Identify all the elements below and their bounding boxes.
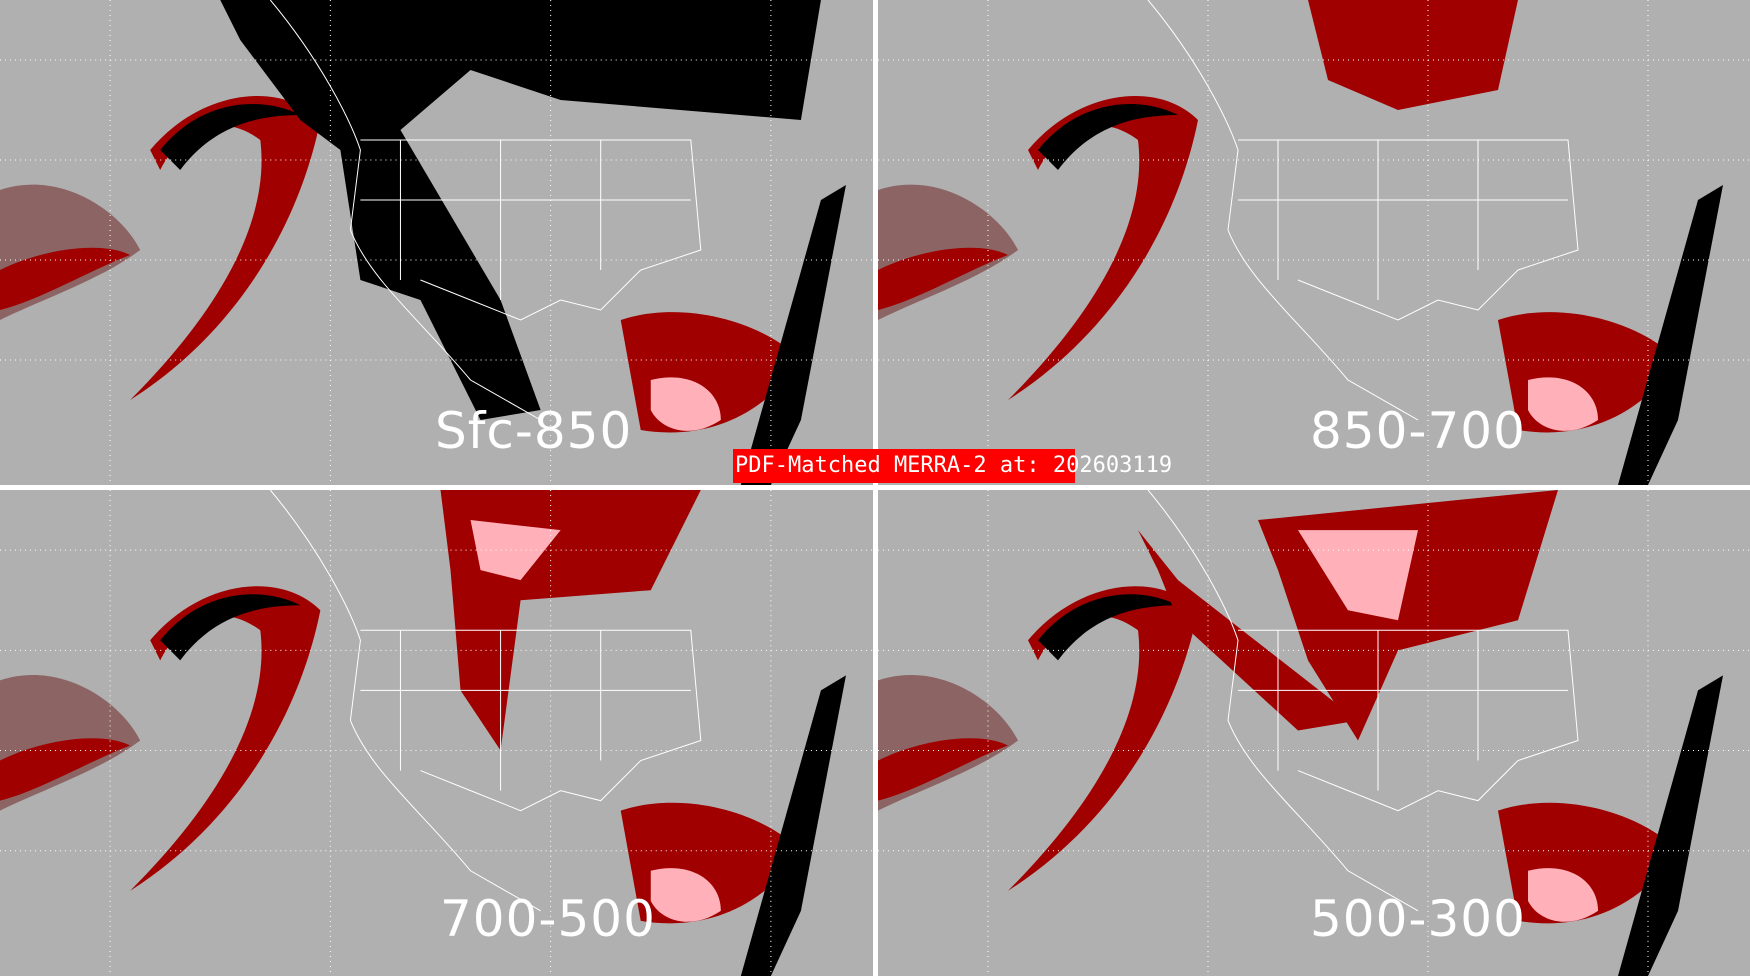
moisture-arc	[130, 96, 321, 400]
moisture-band-west-core	[0, 738, 131, 801]
moisture-north-core	[1298, 530, 1418, 621]
moisture-gulf-core	[1528, 377, 1598, 431]
moisture-gulf-core	[1528, 868, 1598, 922]
moisture-north	[1308, 0, 1518, 110]
moisture-plume	[1138, 530, 1358, 731]
panel-500-300	[878, 490, 1750, 976]
map-canvas	[0, 0, 873, 485]
arc-core	[1038, 594, 1178, 661]
figure-title: PDF-Matched MERRA-2 at: 202603119	[735, 453, 1173, 478]
coastline	[269, 490, 702, 912]
moisture-arc	[1008, 586, 1198, 891]
moisture-band-west-core	[878, 738, 1008, 801]
panel-label-850-700: 850-700	[1310, 402, 1526, 460]
moisture-arc	[1008, 96, 1198, 400]
map-canvas	[878, 0, 1750, 485]
swath-gap	[740, 185, 846, 485]
swath-gap	[1618, 675, 1723, 976]
arc-core	[160, 104, 301, 170]
missing-data-region	[220, 0, 821, 420]
swath-gap	[1618, 185, 1723, 485]
moisture-band-west-core	[0, 247, 131, 310]
swath-gap	[740, 675, 846, 976]
map-canvas	[878, 490, 1750, 976]
moisture-arc	[130, 586, 321, 891]
title-banner	[733, 449, 1075, 483]
panel-700-500	[0, 490, 873, 976]
coastline	[1147, 490, 1579, 912]
coastline	[1147, 0, 1579, 421]
panel-sfc-850	[0, 0, 873, 485]
arc-core	[160, 594, 301, 661]
panel-label-700-500: 700-500	[440, 890, 656, 948]
moisture-gulf-core	[650, 377, 721, 431]
moisture-band-west-core	[878, 247, 1008, 310]
panel-850-700	[878, 0, 1750, 485]
arc-core	[1038, 104, 1178, 170]
map-canvas	[0, 490, 873, 976]
coastline	[269, 0, 702, 421]
panel-label-sfc-850: Sfc-850	[435, 402, 633, 460]
moisture-gulf-core	[650, 868, 721, 922]
panel-label-500-300: 500-300	[1310, 890, 1526, 948]
